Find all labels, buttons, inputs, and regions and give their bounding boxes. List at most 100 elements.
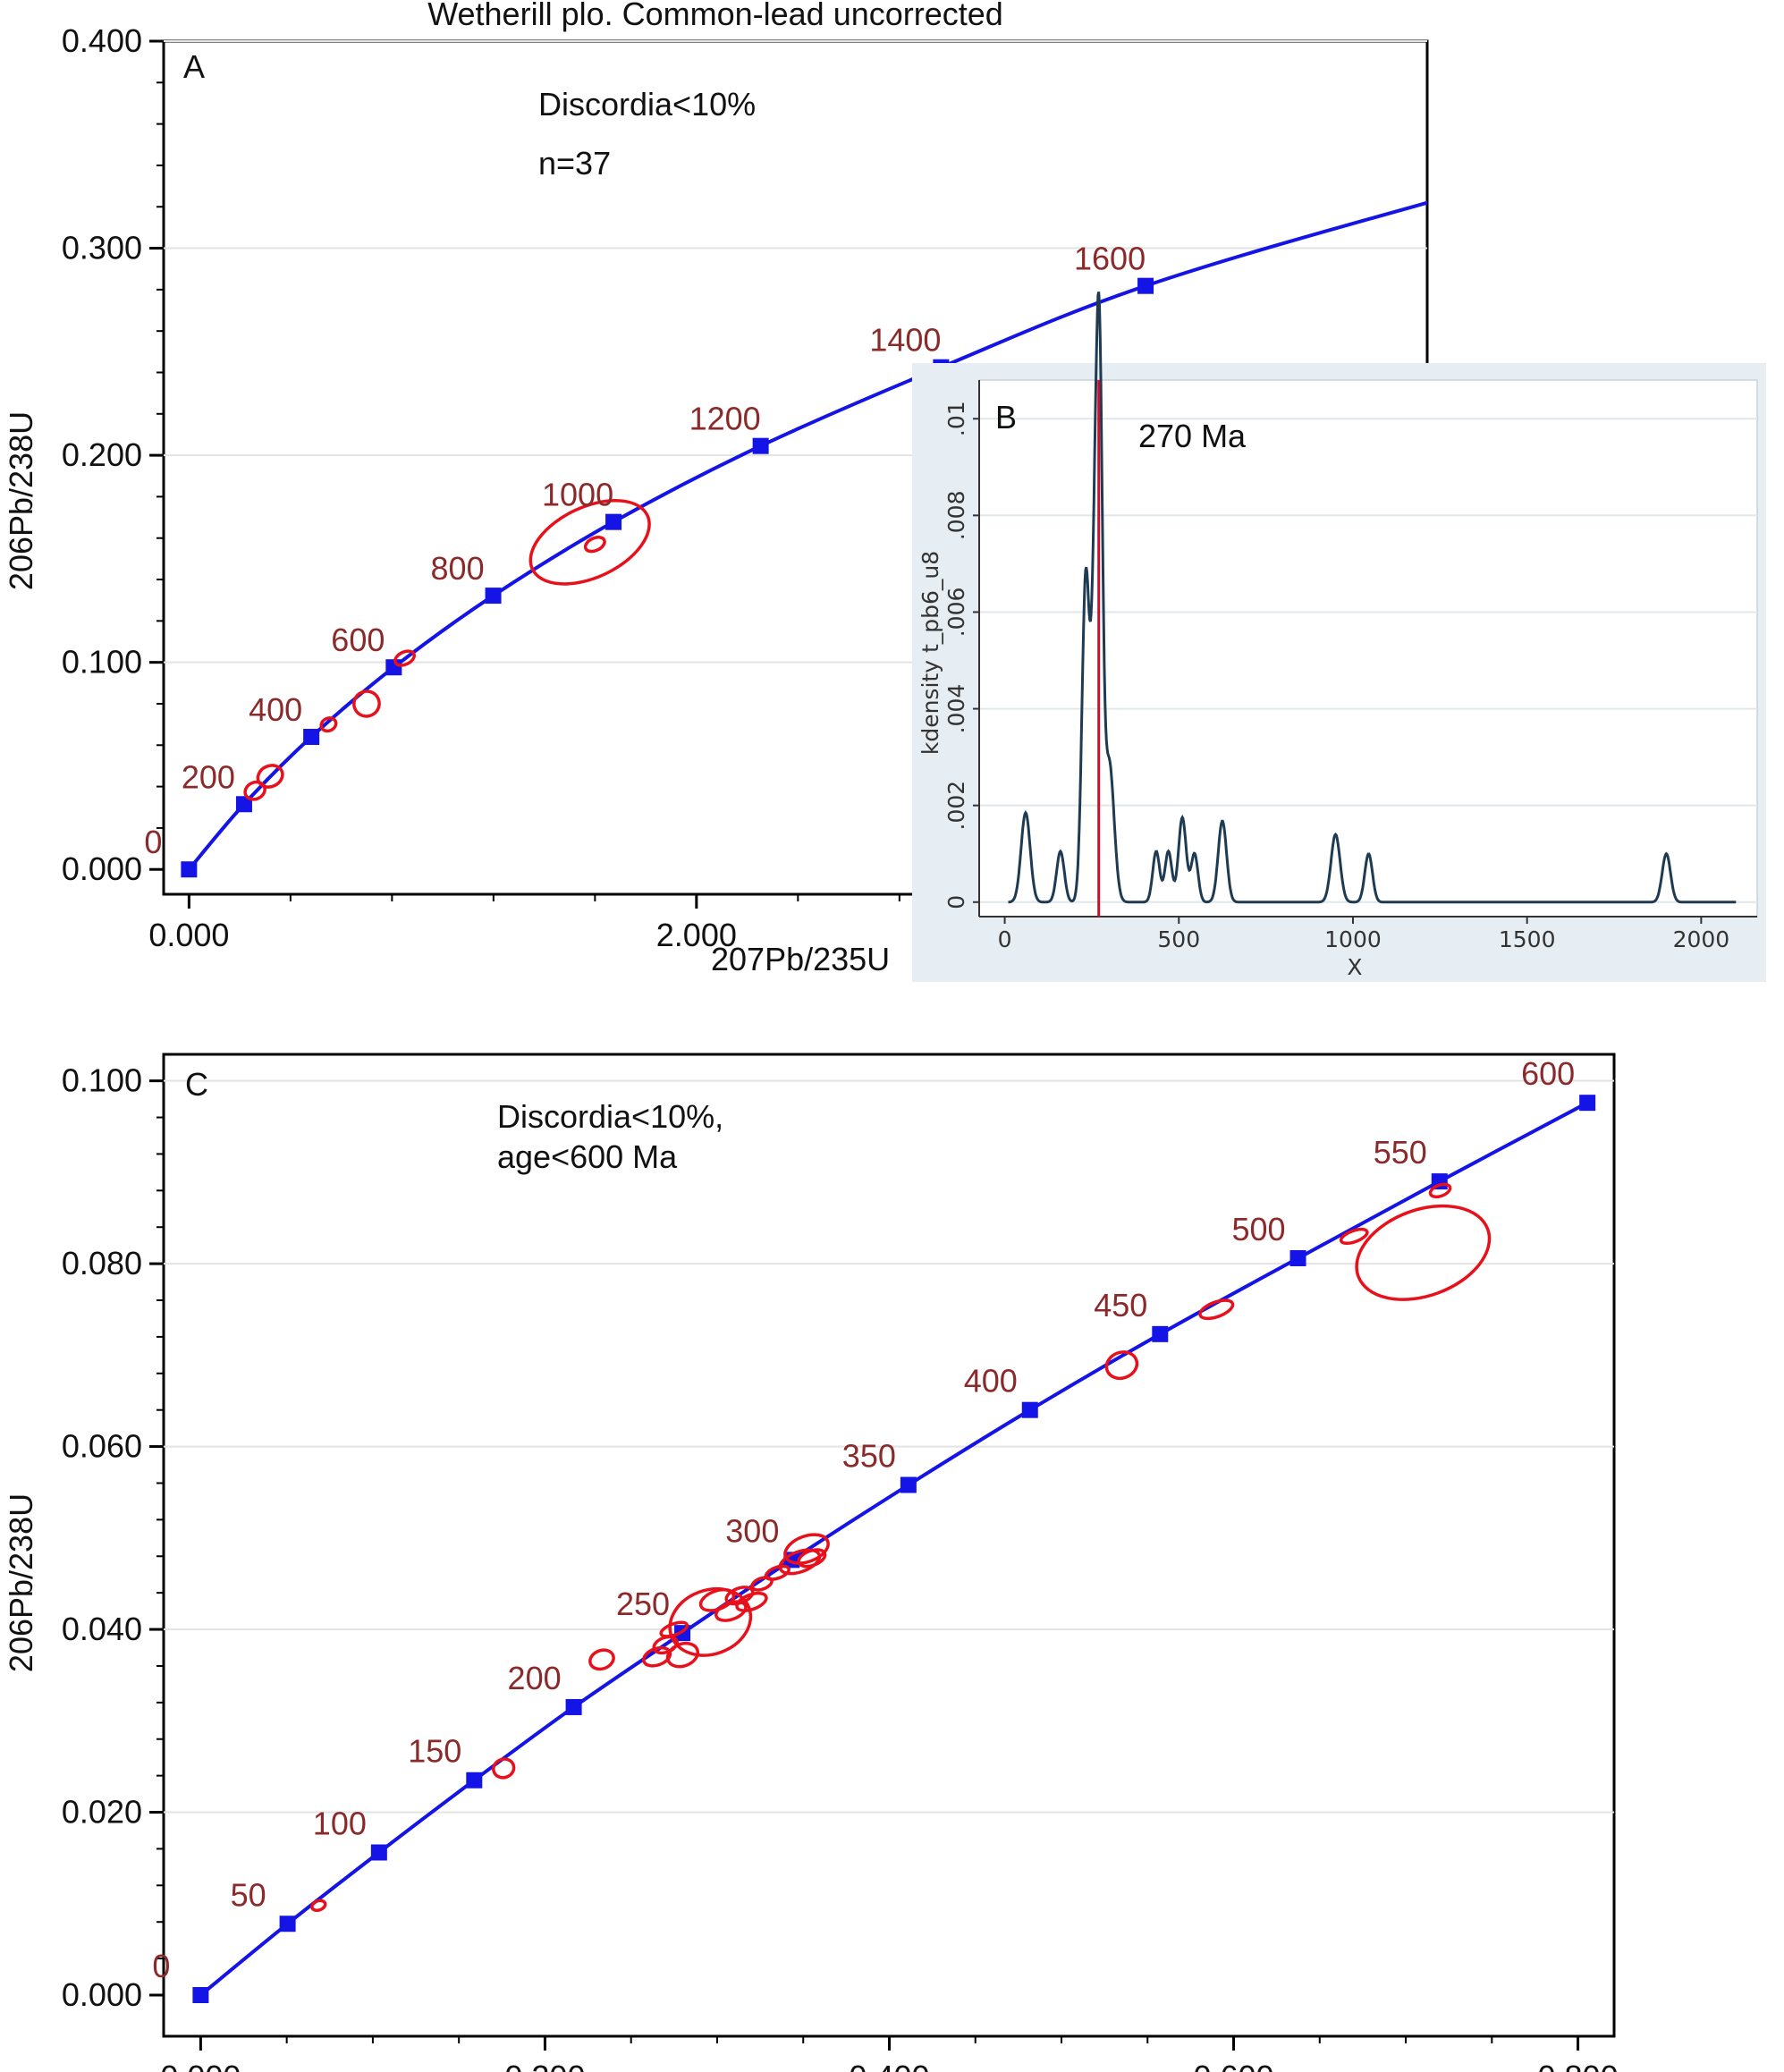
concordia-age-label: 600 (331, 622, 385, 658)
concordia-age-label: 1600 (1074, 241, 1146, 277)
concordia-age-marker (1021, 1401, 1038, 1418)
concordia-age-label: 800 (431, 550, 485, 587)
y-tick-label: 0.400 (62, 22, 142, 59)
concordia-age-label: 400 (964, 1363, 1018, 1400)
concordia-age-marker (565, 1698, 582, 1715)
concordia-age-label: 300 (725, 1512, 779, 1549)
error-ellipse (1198, 1298, 1235, 1321)
y-tick-label: 0 (943, 895, 969, 909)
y-tick-label: .008 (943, 491, 969, 541)
error-ellipse (783, 1533, 830, 1565)
concordia-age-label: 600 (1521, 1055, 1575, 1092)
x-tick-label: 500 (1157, 926, 1200, 952)
error-ellipse (797, 1548, 827, 1569)
concordia-age-label: 50 (231, 1876, 266, 1913)
error-ellipse (665, 1641, 700, 1669)
panel-b-plot-area (978, 379, 1758, 918)
panel-a-x-axis-label: 207Pb/235U (711, 941, 890, 977)
panel-b-inset: 0 .002 .004 .006 .008 .01 0 500 1000 1500 2000 B 2… (912, 291, 1766, 982)
error-ellipse (352, 689, 381, 718)
concordia-age-marker (1289, 1249, 1306, 1266)
x-tick-label: 0.800 (1538, 2059, 1619, 2072)
x-tick-label: 0.600 (1193, 2059, 1273, 2072)
error-ellipse (319, 716, 338, 733)
concordia-age-marker (605, 513, 622, 530)
concordia-age-marker (370, 1844, 387, 1861)
y-tick-label: 0.300 (62, 230, 142, 266)
concordia-age-label: 250 (616, 1586, 670, 1622)
concordia-age-label: 100 (313, 1806, 367, 1842)
x-tick-label: 0.000 (160, 2059, 241, 2072)
concordia-age-label: 350 (842, 1438, 896, 1475)
concordia-age-label: 1400 (869, 322, 941, 359)
error-ellipse (492, 1757, 516, 1780)
y-tick-label: .004 (943, 684, 969, 734)
concordia-age-marker (279, 1916, 296, 1932)
y-tick-label: 0.100 (62, 644, 142, 681)
error-ellipse (1104, 1350, 1139, 1381)
concordia-age-marker (900, 1476, 917, 1493)
concordia-age-label: 1000 (542, 477, 613, 513)
concordia-age-marker (1579, 1095, 1596, 1112)
panel-a-letter: A (183, 48, 205, 85)
x-tick-label: 1500 (1499, 926, 1556, 952)
concordia-age-marker (303, 729, 320, 746)
concordia-age-label: 500 (1231, 1211, 1285, 1247)
concordia-age-label: 0 (152, 1948, 170, 1984)
panel-b-density-curve (1008, 291, 1737, 904)
concordia-age-label: 0 (144, 824, 162, 860)
error-ellipse (1754, 141, 1784, 190)
concordia-age-label: 150 (408, 1733, 461, 1770)
concordia-age-marker (192, 1986, 209, 2003)
error-ellipse (1339, 1227, 1369, 1246)
x-tick-label: 0.400 (849, 2059, 929, 2072)
panel-b-y-axis-label: kdensity t_pb6_u8 (917, 551, 943, 755)
error-ellipse (668, 1586, 753, 1657)
error-ellipse (528, 499, 651, 586)
y-tick-label: 0.100 (62, 1062, 142, 1099)
concordia-age-marker (485, 588, 502, 605)
concordia-age-marker (752, 437, 769, 454)
panel-c-annotation-age: age<600 Ma (497, 1138, 678, 1175)
error-ellipse (310, 1899, 327, 1913)
error-ellipse (659, 1620, 689, 1638)
panel-c-y-axis-label: 206Pb/238U (3, 1493, 39, 1672)
concordia-age-marker (466, 1772, 483, 1789)
concordia-age-label: 450 (1094, 1287, 1147, 1324)
concordia-age-label: 1200 (689, 401, 761, 437)
panel-b-letter: B (995, 399, 1017, 436)
panel-c-plot: 0.000 0.020 0.040 0.060 0.080 0.100 0.000 0.200… (3, 1053, 1619, 2072)
error-ellipse (243, 780, 266, 801)
panel-a-annotation-n: n=37 (538, 145, 611, 182)
y-tick-label: 0.200 (62, 436, 142, 473)
y-tick-label: 0.000 (62, 850, 142, 887)
error-ellipse (583, 536, 606, 554)
panel-c-annotation-discordia: Discordia<10%, (497, 1098, 723, 1135)
y-tick-label: 0.080 (62, 1245, 142, 1281)
concordia-age-marker (235, 796, 252, 813)
panel-a-annotation-discordia: Discordia<10% (538, 86, 756, 123)
x-tick-label: 0.200 (504, 2059, 585, 2072)
x-tick-label: 0 (998, 926, 1012, 952)
panel-b-annotation-peak: 270 Ma (1138, 418, 1247, 454)
x-tick-label: 2.000 (656, 917, 737, 953)
y-tick-label: .002 (943, 781, 969, 831)
y-tick-label: 0.000 (62, 1976, 142, 2013)
panel-c-letter: C (185, 1066, 208, 1103)
concordia-age-label: 200 (508, 1660, 562, 1696)
error-ellipse (588, 1648, 615, 1671)
error-ellipse (724, 1586, 755, 1606)
y-tick-label: 0.020 (62, 1794, 142, 1831)
panel-b-x-axis-label: X (1347, 954, 1362, 980)
y-tick-label: 0.040 (62, 1611, 142, 1647)
concordia-age-marker (1152, 1325, 1169, 1342)
error-ellipse (393, 649, 416, 667)
y-tick-label: .01 (943, 401, 969, 436)
panel-a-title: Wetherill plo. Common-lead uncorrected (427, 0, 1003, 32)
panel-c-frame (162, 1053, 1616, 2038)
error-ellipse (764, 1564, 791, 1581)
concordia-age-label: 400 (249, 691, 302, 728)
concordia-age-marker (181, 861, 198, 878)
concordia-age-marker (1137, 277, 1154, 294)
